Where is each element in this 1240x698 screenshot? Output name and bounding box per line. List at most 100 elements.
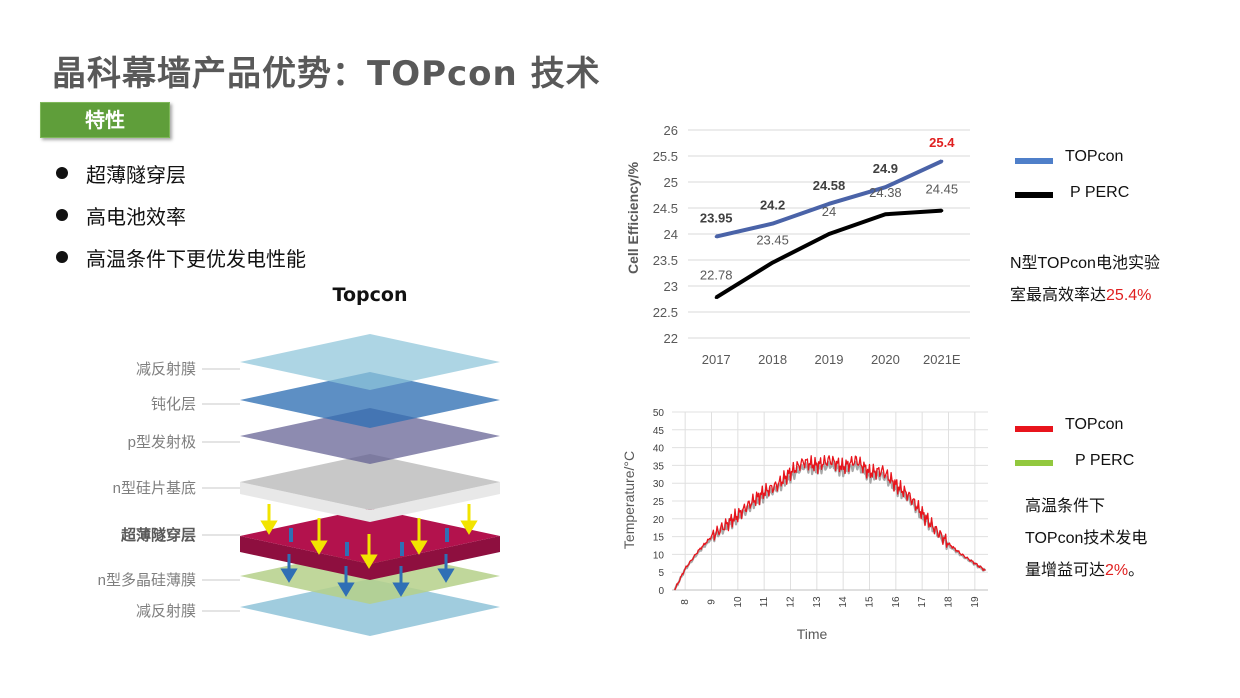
- chart1-legend: TOPcon P PERC: [1015, 146, 1175, 216]
- x-tick-labels: 8 9 10 11 12 13 14 15 16 17 18 19: [680, 596, 981, 608]
- y-tick-label: 25.5: [653, 149, 678, 164]
- x-tick-label: 15: [865, 596, 876, 608]
- grid: [688, 129, 970, 339]
- data-point: [827, 202, 831, 206]
- x-tick-label: 10: [733, 596, 744, 608]
- legend-label: P PERC: [1075, 452, 1135, 469]
- bullet-icon: [56, 209, 68, 221]
- data-label: 23.45: [756, 233, 789, 248]
- y-tick-label: 22: [664, 331, 678, 346]
- yellow-arrows: [260, 504, 478, 569]
- feature-item: 高电池效率: [52, 194, 306, 236]
- x-tick-label: 17: [917, 596, 928, 608]
- stack-title: Topcon: [332, 284, 408, 306]
- y-tick-label: 26: [664, 123, 678, 138]
- y-tick-label: 50: [653, 408, 665, 419]
- data-point: [771, 222, 775, 226]
- blue-marks: [289, 528, 449, 556]
- temperature-chart: 0 5 10 15 20 25 30 35 40 45 50 8 9 10 11 12 13 14 15 16 17 1…: [621, 408, 988, 642]
- y-axis-label: Temperature/°C: [621, 451, 637, 549]
- note-line: TOPcon技术发电: [1025, 530, 1148, 547]
- x-tick-label: 19: [970, 596, 981, 608]
- data-point: [714, 235, 718, 239]
- series-group: [673, 455, 987, 591]
- note-highlight: 25.4%: [1106, 287, 1152, 304]
- layer-label-group: 减反射膜 钝化层 p型发射极 n型硅片基底 超薄隧穿层 n型多晶硅薄膜 减反射膜: [98, 361, 196, 620]
- y-tick-labels: 22 22.5 23 23.5 24 24.5 25 25.5 26: [653, 123, 678, 346]
- data-label: 24: [822, 204, 836, 219]
- efficiency-chart: 22 22.5 23 23.5 24 24.5 25 25.5 26 2017 2018 2019 2…: [625, 123, 970, 367]
- x-tick-label: 13: [812, 596, 823, 608]
- x-tick-label: 16: [891, 596, 902, 608]
- data-point: [827, 232, 831, 236]
- x-tick-label: 2018: [758, 352, 787, 367]
- temperature-note: 高温条件下 TOPcon技术发电 量增益可达2%。: [1025, 491, 1147, 587]
- x-tick-label: 14: [838, 596, 849, 608]
- x-tick-label: 18: [944, 596, 955, 608]
- x-tick-label: 11: [759, 596, 770, 607]
- substrate-layer-top: [240, 454, 500, 510]
- y-tick-label: 23: [664, 279, 678, 294]
- layer-label: n型多晶硅薄膜: [98, 572, 196, 589]
- series-line: [715, 208, 942, 300]
- legend-label: P PERC: [1070, 184, 1130, 201]
- x-tick-label: 2017: [702, 352, 731, 367]
- data-label: 24.58: [813, 178, 846, 193]
- layer-label: p型发射极: [128, 434, 196, 451]
- y-tick-label: 24.5: [653, 201, 678, 216]
- note-highlight: 2%: [1105, 562, 1129, 579]
- layer-stack-diagram: 减反射膜 钝化层 p型发射极 n型硅片基底 超薄隧穿层 n型多晶硅薄膜 减反射膜: [98, 334, 500, 636]
- legend-label: TOPcon: [1065, 416, 1124, 433]
- y-tick-label: 20: [653, 515, 665, 526]
- note-line: 高温条件下: [1025, 498, 1106, 515]
- data-labels: 23.95 24.2 24.58 24.9 25.4 22.78 23.45 24 24.38 2…: [700, 135, 958, 282]
- y-tick-label: 10: [653, 550, 665, 561]
- y-tick-label: 45: [653, 426, 665, 437]
- data-point: [883, 185, 887, 189]
- data-point: [940, 209, 944, 213]
- legend-swatch: [1015, 460, 1053, 466]
- chart2-legend: TOPcon P PERC: [1015, 413, 1175, 483]
- data-label: 24.2: [760, 198, 785, 213]
- x-tick-label: 2019: [815, 352, 844, 367]
- feature-badge: 特性: [40, 102, 170, 138]
- leader-lines: [202, 368, 240, 612]
- y-tick-label: 40: [653, 444, 665, 455]
- x-tick-label: 8: [680, 599, 691, 605]
- data-label: 24.9: [873, 161, 898, 176]
- bullet-icon: [56, 251, 68, 263]
- grid: [672, 411, 988, 591]
- bottom-antireflection-layer: [240, 579, 500, 636]
- data-label: 22.78: [700, 267, 733, 282]
- x-axis-label: Time: [797, 626, 828, 642]
- layer-label: 减反射膜: [136, 603, 196, 620]
- note-suffix: 。: [1128, 562, 1145, 579]
- data-point: [940, 159, 944, 163]
- feature-list: 超薄隧穿层 高电池效率 高温条件下更优发电性能: [52, 152, 306, 278]
- y-tick-label: 5: [658, 568, 664, 579]
- top-antireflection-layer: [240, 334, 500, 390]
- note-line: 室最高效率达25.4%: [1010, 280, 1160, 312]
- y-tick-label: 22.5: [653, 305, 678, 320]
- x-tick-label: 2020: [871, 352, 900, 367]
- y-tick-label: 25: [664, 175, 678, 190]
- series-line: [674, 455, 986, 591]
- layer-label: 钝化层: [151, 396, 196, 413]
- x-tick-label: 9: [707, 599, 718, 605]
- y-tick-label: 35: [653, 461, 665, 472]
- layer-label: 超薄隧穿层: [120, 526, 196, 544]
- tunnel-layer-side: [240, 536, 500, 580]
- note-text: 室最高效率达: [1010, 287, 1107, 304]
- feature-item: 高温条件下更优发电性能: [52, 236, 306, 278]
- legend-swatch: [1015, 192, 1053, 198]
- y-tick-labels: 0 5 10 15 20 25 30 35 40 45 50: [653, 408, 665, 597]
- legend-label: TOPcon: [1065, 148, 1124, 165]
- y-tick-label: 15: [653, 533, 665, 544]
- note-line: 量增益可达2%。: [1025, 555, 1147, 587]
- note-line: N型TOPcon电池实验: [1010, 255, 1160, 272]
- legend-swatch: [1015, 426, 1053, 432]
- data-label: 23.95: [700, 211, 733, 226]
- page-title: 晶科幕墙产品优势：TOPcon 技术: [52, 54, 601, 94]
- y-tick-label: 23.5: [653, 253, 678, 268]
- bullet-icon: [56, 167, 68, 179]
